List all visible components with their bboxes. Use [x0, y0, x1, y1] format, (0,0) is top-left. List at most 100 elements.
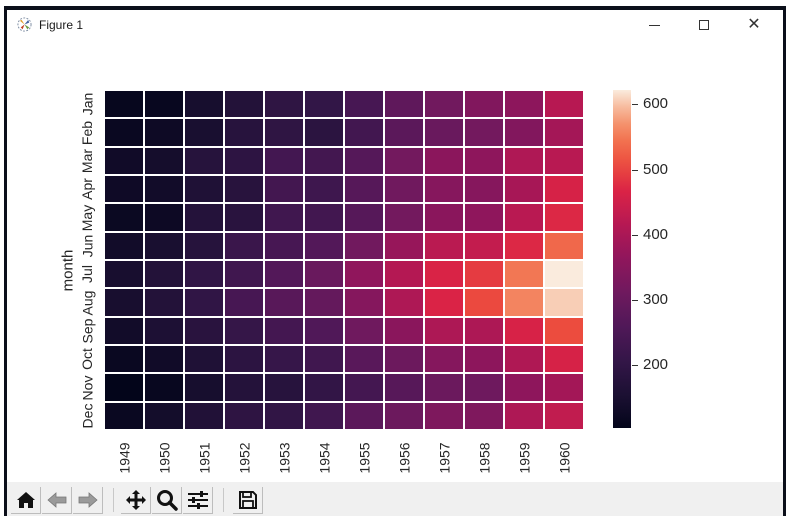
heatmap-cell: [424, 373, 464, 402]
heatmap-cell: [104, 146, 144, 175]
x-tick-label: 1950: [156, 442, 173, 474]
heatmap-cell: [464, 175, 504, 204]
heatmap-cell: [104, 401, 144, 430]
heatmap-cell: [184, 146, 224, 175]
heatmap-cell: [184, 260, 224, 289]
heatmap-cell: [384, 118, 424, 147]
heatmap-cell: [344, 118, 384, 147]
heatmap-cell: [144, 401, 184, 430]
heatmap-cell: [464, 231, 504, 260]
heatmap-cell: [104, 203, 144, 232]
heatmap-cell: [464, 345, 504, 374]
heatmap-cell: [184, 175, 224, 204]
heatmap-cell: [544, 231, 584, 260]
heatmap-cell: [104, 118, 144, 147]
close-button[interactable]: ✕: [731, 10, 777, 40]
forward-button[interactable]: [73, 487, 103, 514]
heatmap-cell: [184, 316, 224, 345]
heatmap-cell: [144, 175, 184, 204]
x-tick-label: 1951: [196, 442, 213, 474]
zoom-button[interactable]: [152, 487, 182, 514]
heatmap-cell: [344, 203, 384, 232]
figure-canvas[interactable]: month Jan Feb Mar Apr May Jun Jul Aug Sep Oct Nov D…: [7, 40, 783, 482]
y-tick-label: Sep: [78, 318, 95, 344]
heatmap-cell: [504, 146, 544, 175]
minimize-button[interactable]: [631, 10, 677, 40]
heatmap-cell: [224, 373, 264, 402]
pan-button[interactable]: [121, 487, 151, 514]
y-tick-label: Apr: [78, 178, 95, 201]
heatmap-cell: [424, 401, 464, 430]
heatmap-cell: [544, 90, 584, 119]
title-bar[interactable]: Figure 1 ✕: [7, 10, 783, 40]
heatmap-cell: [384, 90, 424, 119]
x-tick-label: 1957: [436, 442, 453, 474]
heatmap-cell: [424, 118, 464, 147]
colorbar-tick-mark: [632, 365, 638, 367]
home-button[interactable]: [11, 487, 41, 514]
heatmap-cell: [464, 118, 504, 147]
matplotlib-logo-icon: [17, 17, 32, 32]
colorbar-tick-mark: [632, 234, 638, 236]
heatmap-cell: [504, 203, 544, 232]
colorbar-tick-label: 200: [643, 356, 669, 374]
heatmap-cell: [424, 260, 464, 289]
toolbar-separator: [113, 488, 114, 512]
heatmap-cell: [464, 90, 504, 119]
y-tick-label: Feb: [79, 120, 96, 145]
heatmap-cell: [384, 316, 424, 345]
heatmap-cell: [544, 118, 584, 147]
heatmap-cell: [504, 288, 544, 317]
heatmap-cell: [504, 231, 544, 260]
x-tick-label: 1956: [396, 442, 413, 474]
heatmap-cell: [544, 146, 584, 175]
heatmap-cell: [184, 345, 224, 374]
x-tick-label: 1953: [276, 442, 293, 474]
heatmap-cell: [144, 260, 184, 289]
close-icon: ✕: [747, 16, 761, 33]
heatmap-cell: [344, 231, 384, 260]
y-axis-label: month: [59, 249, 77, 291]
save-button[interactable]: [233, 487, 263, 514]
configure-subplots-button[interactable]: [183, 487, 213, 514]
heatmap-cell: [504, 175, 544, 204]
heatmap-cell: [504, 90, 544, 119]
heatmap-cell: [224, 231, 264, 260]
colorbar-tick-label: 400: [643, 225, 669, 243]
heatmap-cell: [304, 373, 344, 402]
x-tick-label: 1959: [516, 442, 533, 474]
heatmap-cell: [264, 146, 304, 175]
heatmap-cell: [184, 90, 224, 119]
colorbar-tick-mark: [632, 104, 638, 106]
heatmap-cell: [504, 260, 544, 289]
heatmap-cell: [344, 316, 384, 345]
x-tick-label: 1958: [476, 442, 493, 474]
heatmap-cell: [224, 401, 264, 430]
heatmap-cell: [184, 288, 224, 317]
heatmap-cell: [264, 231, 304, 260]
heatmap-cell: [224, 203, 264, 232]
heatmap-cell: [184, 373, 224, 402]
y-tick-label: May: [79, 204, 96, 231]
heatmap-cell: [344, 373, 384, 402]
figure-window: Figure 1 ✕ month Jan Feb Mar Apr May Jun Jul Au…: [4, 6, 786, 516]
back-button[interactable]: [42, 487, 72, 514]
heatmap-cell: [504, 118, 544, 147]
y-tick-label: Nov: [78, 375, 95, 400]
heatmap-cell: [544, 401, 584, 430]
heatmap-cell: [144, 203, 184, 232]
heatmap-cell: [224, 175, 264, 204]
heatmap-cell: [424, 203, 464, 232]
heatmap-cell: [384, 373, 424, 402]
heatmap-cell: [544, 345, 584, 374]
heatmap-cell: [264, 373, 304, 402]
heatmap-cell: [184, 401, 224, 430]
colorbar-tick-label: 500: [643, 160, 669, 178]
heatmap-cell: [144, 146, 184, 175]
heatmap-cell: [464, 288, 504, 317]
heatmap-cell: [544, 288, 584, 317]
colorbar: [613, 90, 631, 428]
colorbar-tick-label: 600: [643, 95, 669, 113]
maximize-button[interactable]: [681, 10, 727, 40]
heatmap-cell: [344, 345, 384, 374]
